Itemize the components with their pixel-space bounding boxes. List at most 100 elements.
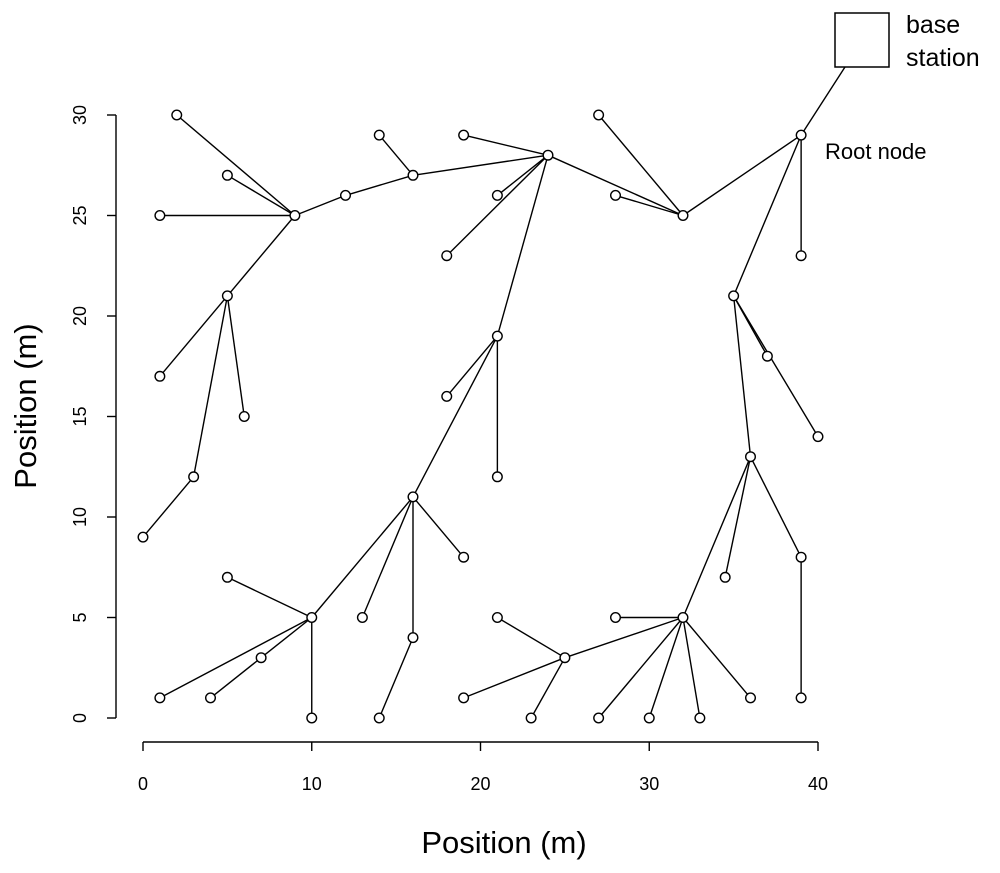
edge-8 [682,456,752,618]
node-point-7 [795,551,807,563]
edge-37 [159,616,313,699]
node-point-13 [643,712,655,724]
node-point-19 [677,209,689,221]
edge-14 [598,617,684,719]
node-point-29 [407,491,419,503]
edge-43 [176,114,296,217]
edge-26 [412,154,549,176]
base-station-link [800,66,846,136]
edge-44 [227,174,296,217]
edge-35 [227,576,313,619]
node-point-41 [373,129,385,141]
edge-13 [648,617,684,719]
edge-49 [192,295,229,477]
node-point-14 [593,712,605,724]
x-tick-label-4: 40 [808,774,828,794]
node-point-16 [491,612,503,624]
node-point-30 [458,551,470,563]
edge-15 [564,616,684,659]
axes-layer: 0 10 20 30 40 0 5 10 15 20 25 30 [70,105,828,794]
edge-6 [724,456,752,578]
x-tick-label-1: 10 [302,774,322,794]
node-point-26 [491,330,503,342]
node-point-28 [491,471,503,483]
node-point-42 [340,189,352,201]
node-point-17 [458,692,470,704]
edge-16 [497,616,566,659]
node-point-12 [694,712,706,724]
y-tick-label-2: 10 [70,507,90,527]
edges-layer [142,114,819,719]
node-point-0 [795,129,807,141]
node-point-9 [677,612,689,624]
edge-0 [732,134,802,297]
edge-41 [345,174,414,197]
node-point-21 [610,189,622,201]
node-point-40 [407,169,419,181]
base-station-link-layer [800,66,846,136]
nodes-layer [137,109,824,724]
node-point-49 [238,411,250,423]
edge-11 [682,617,752,699]
node-point-39 [306,712,318,724]
edge-36 [260,616,313,659]
node-point-22 [542,149,554,161]
edge-24 [446,154,549,257]
y-tick-label-4: 20 [70,306,90,326]
edge-18 [530,657,566,719]
node-point-4 [812,431,824,443]
node-point-8 [795,692,807,704]
edge-20 [615,194,684,217]
node-point-31 [356,612,368,624]
x-tick-label-2: 20 [470,774,490,794]
edge-12 [682,617,701,719]
y-tick-label-1: 5 [70,612,90,622]
node-point-27 [441,390,453,402]
node-point-32 [407,632,419,644]
edge-7 [749,456,802,558]
edge-50 [142,476,195,538]
x-tick-label-3: 30 [639,774,659,794]
base-station-label-line1: base [906,11,960,39]
edge-42 [294,194,346,217]
node-point-25 [441,250,453,262]
node-point-6 [719,571,731,583]
edge-27 [446,335,498,397]
node-point-33 [373,712,385,724]
node-point-43 [289,209,301,221]
edge-46 [226,215,296,297]
node-point-47 [221,290,233,302]
node-point-45 [221,169,233,181]
edge-33 [311,496,414,618]
edge-47 [159,295,228,377]
edge-39 [210,657,262,699]
base-station-box [834,12,890,68]
y-tick-label-3: 15 [70,406,90,426]
edge-25 [496,155,549,337]
edge-2 [682,134,802,217]
node-point-3 [761,350,773,362]
x-axis-title: Position (m) [421,825,586,860]
edge-22 [463,134,549,156]
node-point-18 [525,712,537,724]
edge-48 [226,295,245,417]
node-point-48 [154,370,166,382]
edge-23 [496,154,549,196]
node-point-10 [610,612,622,624]
node-point-20 [593,109,605,121]
node-point-2 [795,250,807,262]
root-node-label: Root node [825,139,927,164]
y-tick-label-0: 0 [70,713,90,723]
node-point-37 [204,692,216,704]
edge-21 [547,154,684,217]
node-point-1 [728,290,740,302]
node-point-44 [171,109,183,121]
node-point-35 [221,571,233,583]
node-point-34 [306,612,318,624]
node-point-46 [154,209,166,221]
node-point-51 [137,531,149,543]
edge-19 [598,114,684,216]
y-axis-title: Position (m) [8,323,43,488]
edge-29 [412,335,498,498]
